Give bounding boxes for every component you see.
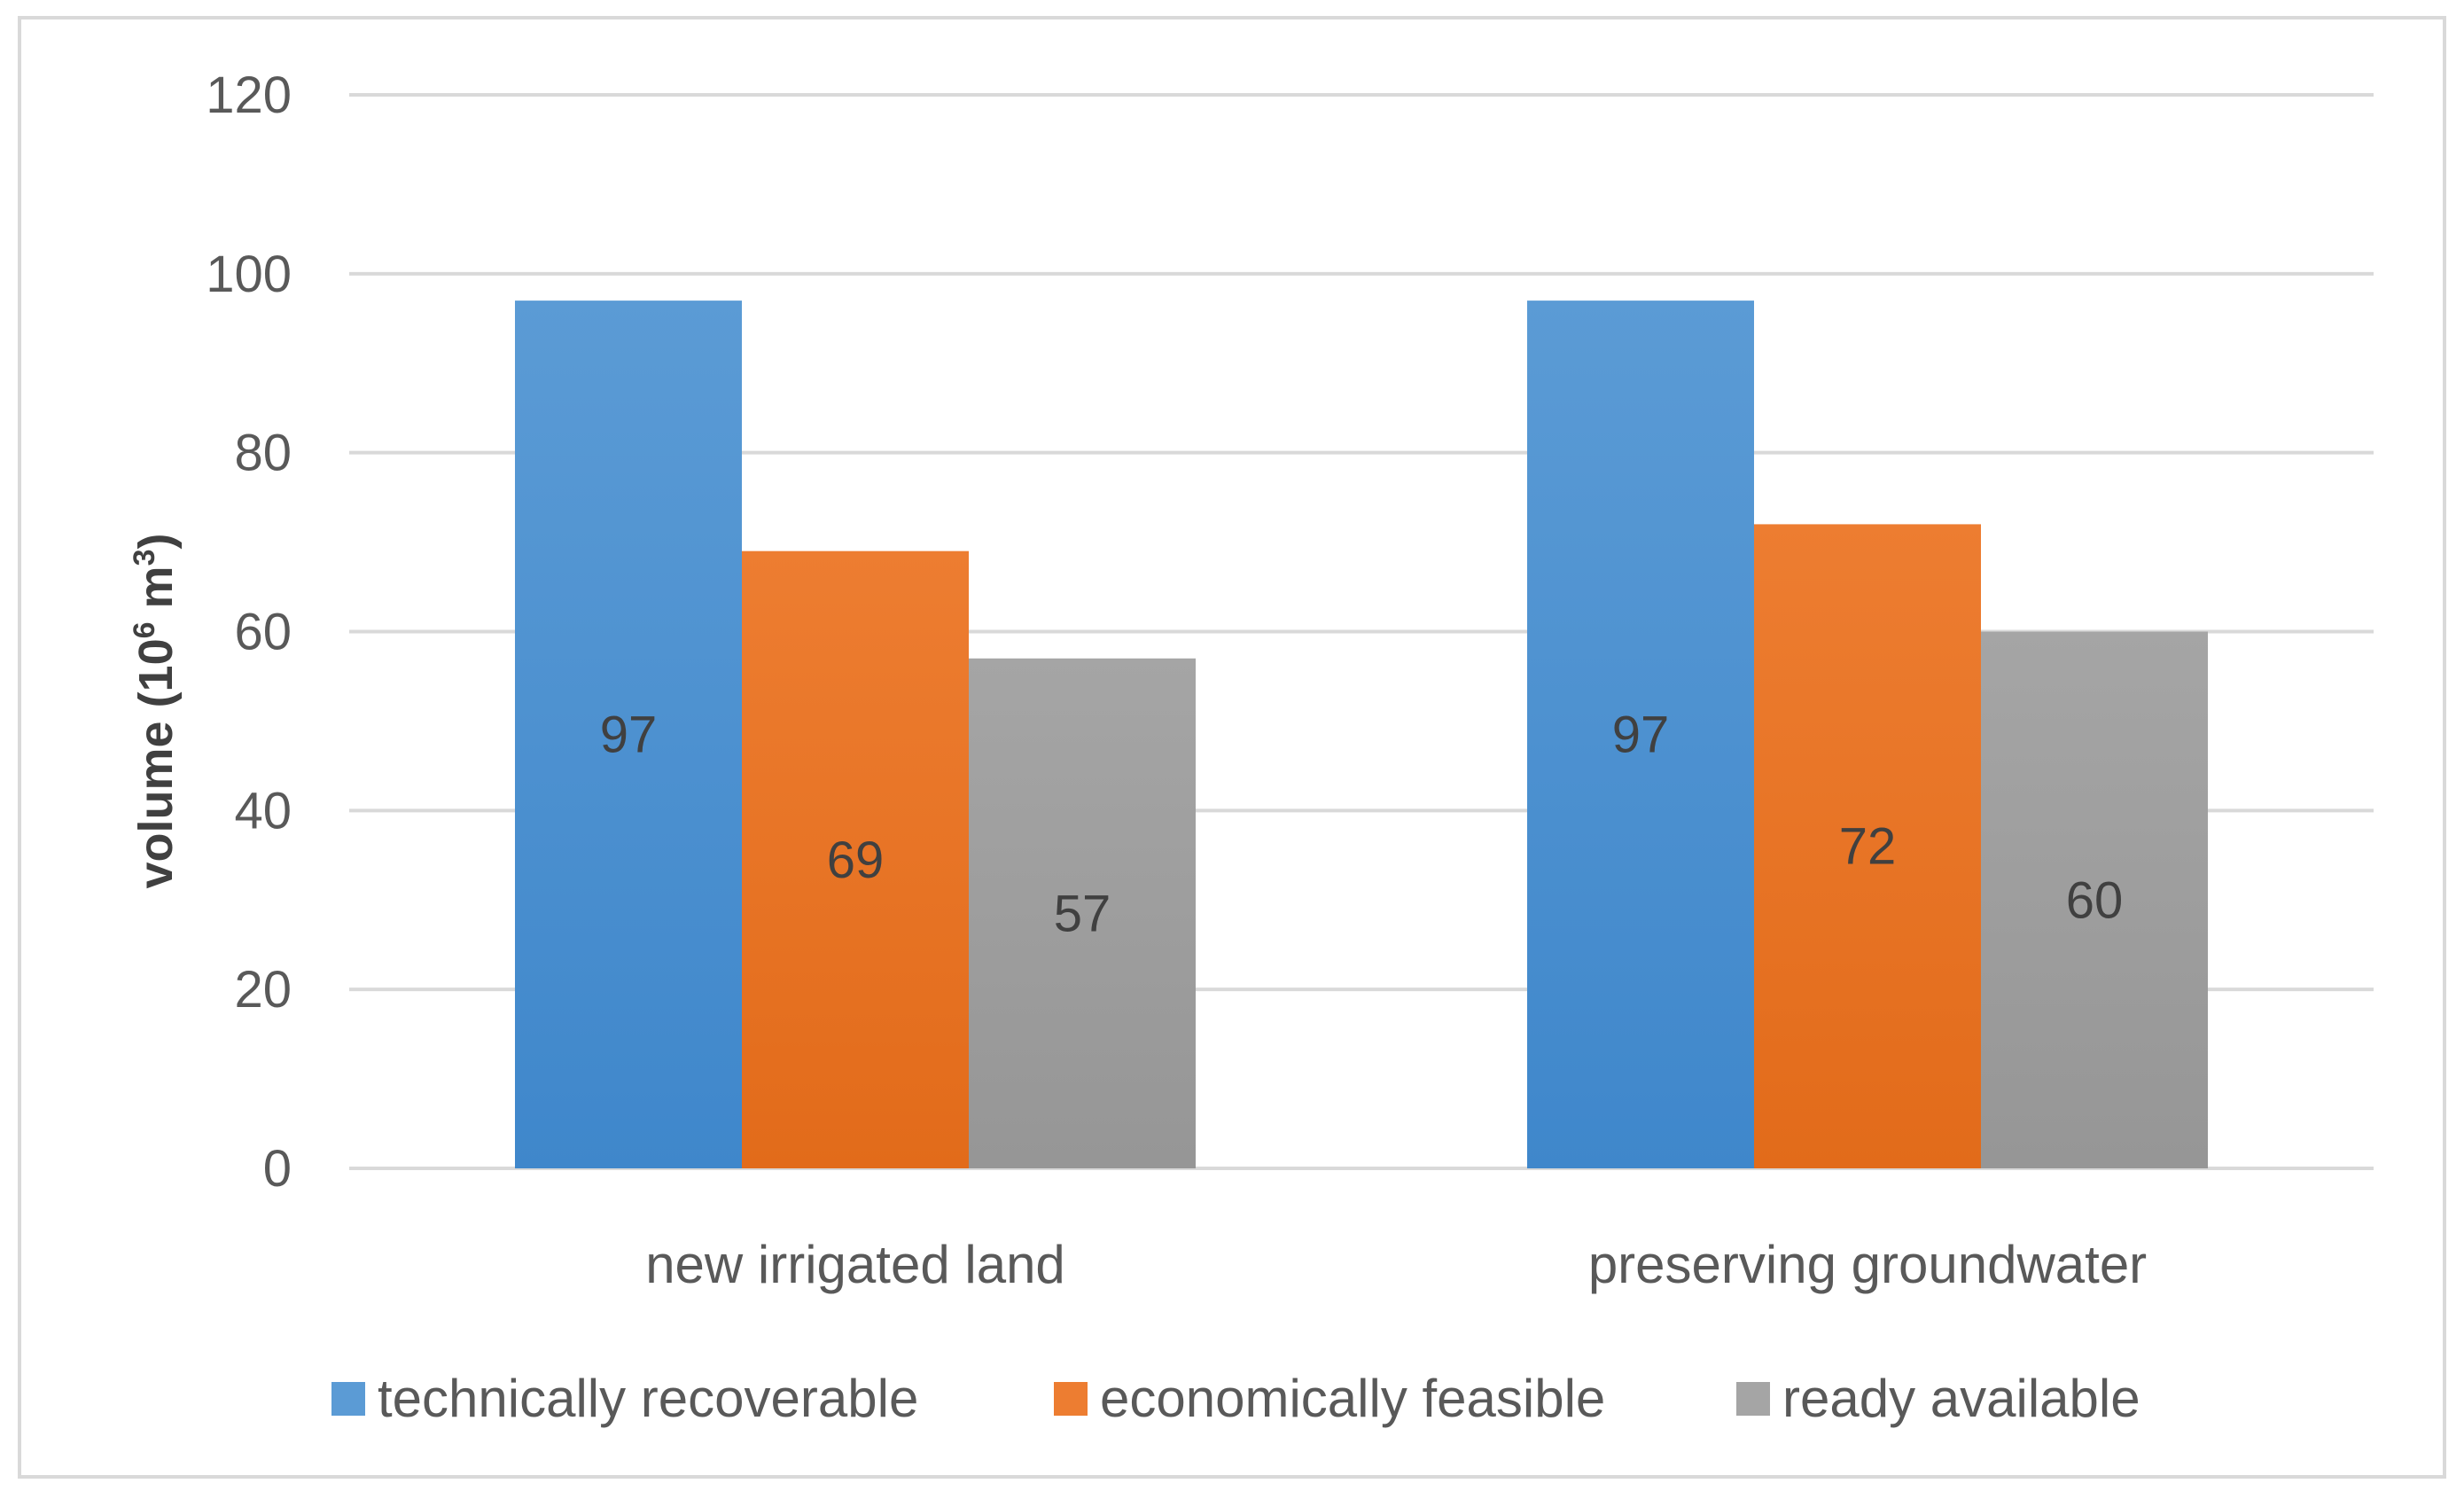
bar-chart: 0 20 40 60 80 100 120 97 69 57 97 72 60 new irrigat… — [128, 66, 2374, 1428]
data-label: 97 — [1612, 707, 1670, 764]
data-label: 69 — [827, 831, 885, 889]
x-axis-categories: new irrigated land preserving groundwater — [645, 1235, 2147, 1294]
y-tick-label: 40 — [234, 782, 292, 839]
chart-frame: 0 20 40 60 80 100 120 97 69 57 97 72 60 new irrigat… — [18, 16, 2446, 1479]
y-tick-label: 100 — [206, 246, 292, 303]
bar-economically-feasible-1 — [1754, 524, 1981, 1168]
data-label: 57 — [1054, 885, 1111, 942]
y-axis-ticks: 0 20 40 60 80 100 120 — [206, 66, 292, 1198]
y-tick-label: 20 — [234, 961, 292, 1019]
data-labels: 97 69 57 97 72 60 — [600, 707, 2124, 943]
legend-swatch — [331, 1382, 365, 1416]
legend-label: economically feasible — [1100, 1369, 1605, 1428]
legend-label: ready available — [1782, 1369, 2140, 1428]
y-tick-label: 60 — [234, 604, 292, 661]
data-label: 60 — [2066, 871, 2124, 929]
y-tick-label: 80 — [234, 425, 292, 482]
bar-technically-recoverable-0 — [515, 301, 742, 1168]
bar-ready-available-0 — [969, 658, 1196, 1168]
y-tick-label: 120 — [206, 66, 292, 124]
y-tick-label: 0 — [263, 1140, 292, 1198]
data-label: 97 — [600, 707, 658, 764]
bars — [515, 301, 2208, 1168]
x-category-label: new irrigated land — [645, 1235, 1065, 1294]
x-category-label: preserving groundwater — [1588, 1235, 2147, 1294]
legend-label: technically recoverable — [378, 1369, 918, 1428]
bar-economically-feasible-0 — [742, 550, 969, 1168]
y-axis-title: volume (106 m3) — [128, 534, 183, 889]
legend-swatch — [1736, 1382, 1770, 1416]
data-label: 72 — [1839, 818, 1897, 876]
legend: technically recoverable economically feas… — [331, 1369, 2140, 1428]
bar-ready-available-1 — [1981, 631, 2208, 1168]
legend-swatch — [1054, 1382, 1088, 1416]
bar-technically-recoverable-1 — [1527, 301, 1754, 1168]
